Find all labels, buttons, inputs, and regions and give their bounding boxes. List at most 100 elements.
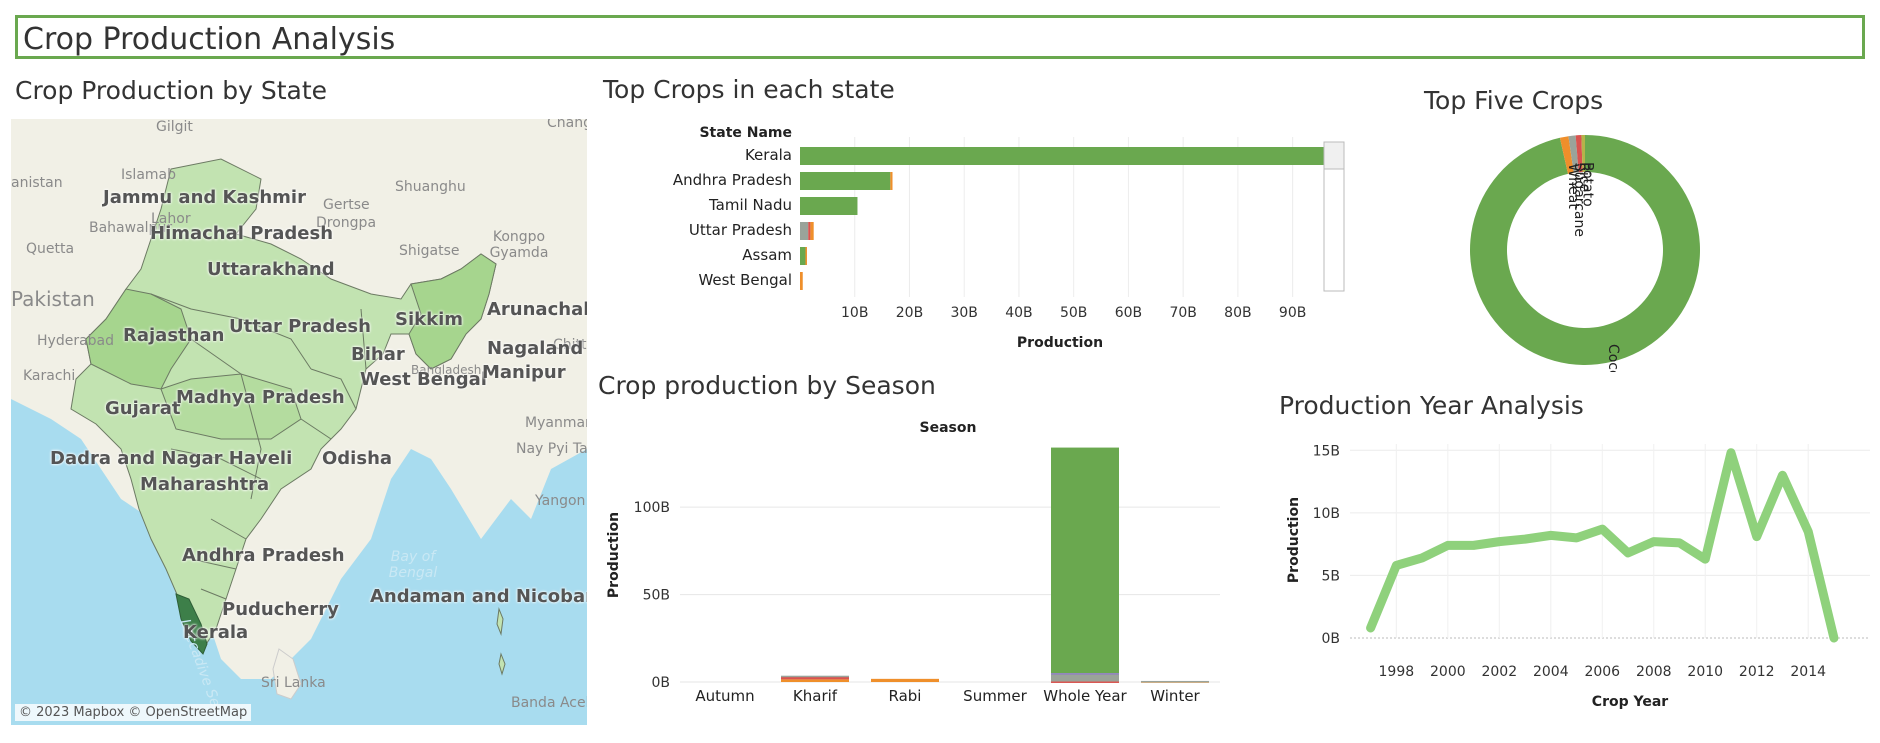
x-tick-label: 70B xyxy=(1169,305,1196,321)
top-crops-bars[interactable] xyxy=(800,147,1324,290)
map-canvas[interactable] xyxy=(11,119,587,725)
season-grid xyxy=(680,506,1220,683)
state-label: Jammu and Kashmir xyxy=(103,187,306,208)
year-point[interactable] xyxy=(1524,538,1527,541)
category-label: Tamil Nadu xyxy=(708,196,792,214)
year-points[interactable] xyxy=(1369,451,1835,639)
year-point[interactable] xyxy=(1369,626,1372,629)
y-tick-label: 0B xyxy=(1321,631,1340,647)
state-map[interactable]: Gilgit Chang Islamab Shuanghu anistan La… xyxy=(11,119,587,725)
state-label: Nagaland xyxy=(487,338,584,359)
bar-segment[interactable] xyxy=(1141,680,1209,683)
year-point[interactable] xyxy=(1652,540,1655,543)
state-kerala[interactable] xyxy=(175,593,208,655)
bar-segment[interactable] xyxy=(781,675,849,678)
state-label: Odisha xyxy=(322,448,393,469)
donut-slice[interactable] xyxy=(1568,135,1579,173)
year-point[interactable] xyxy=(1472,544,1475,547)
category-label: Rabi xyxy=(889,687,922,705)
bar-segment[interactable] xyxy=(800,147,1324,165)
year-point[interactable] xyxy=(1755,535,1758,538)
category-label: Kharif xyxy=(793,687,838,705)
season-bars[interactable] xyxy=(781,447,1209,683)
map-bg-label: Quetta xyxy=(26,241,75,257)
year-point[interactable] xyxy=(1678,541,1681,544)
bar-segment[interactable] xyxy=(800,247,806,265)
year-point[interactable] xyxy=(1601,528,1604,531)
year-point[interactable] xyxy=(1729,451,1732,454)
bar-segment[interactable] xyxy=(808,222,811,240)
x-tick-label: 2006 xyxy=(1584,664,1620,680)
donut-label: Potato xyxy=(1580,162,1596,207)
year-point[interactable] xyxy=(1704,558,1707,561)
year-chart[interactable]: 0B 5B 10B 15B 1998 2000 2002 2004 2006 2008 2010 20… xyxy=(1280,430,1880,720)
bar-segment[interactable] xyxy=(810,222,814,240)
donut-label: Rice xyxy=(1576,162,1592,192)
andaman-islands xyxy=(496,607,506,676)
x-tick-label: 2000 xyxy=(1430,664,1466,680)
bar-segment[interactable] xyxy=(805,247,807,265)
year-point[interactable] xyxy=(1627,551,1630,554)
bar-segment[interactable] xyxy=(1051,447,1119,674)
x-tick-label: 50B xyxy=(1060,305,1087,321)
bar-segment[interactable] xyxy=(781,676,849,680)
bar-segment[interactable] xyxy=(781,679,849,682)
state-label: Rajasthan xyxy=(123,325,225,346)
year-point[interactable] xyxy=(1832,637,1835,639)
donut-label: Sugarcane xyxy=(1571,163,1587,237)
top-crops-chart[interactable]: State Name Kerala Andhra Pradesh Tamil Nad… xyxy=(600,115,1360,365)
map-bg-label: Myanmar xyxy=(525,415,587,431)
map-bg-label: Bangladesh xyxy=(411,363,482,377)
bar-segment[interactable] xyxy=(890,172,893,190)
top-five-title: Top Five Crops xyxy=(1424,86,1604,115)
state-label: Manipur xyxy=(482,362,566,383)
state-label: Bihar xyxy=(351,344,405,365)
year-point[interactable] xyxy=(1395,564,1398,567)
x-tick-label: 80B xyxy=(1224,305,1251,321)
bar-segment[interactable] xyxy=(800,197,858,215)
year-point[interactable] xyxy=(1781,474,1784,477)
bar-segment[interactable] xyxy=(800,172,891,190)
state-label: Arunachal Prad xyxy=(487,299,587,320)
x-tick-label: 20B xyxy=(896,305,923,321)
season-chart[interactable]: Season 0B 50B 100B Autumn Kharif Rabi Summer W… xyxy=(598,410,1238,720)
category-label: Winter xyxy=(1150,687,1200,705)
year-point[interactable] xyxy=(1446,544,1449,547)
donut-slice[interactable] xyxy=(1559,136,1574,174)
year-point[interactable] xyxy=(1549,534,1552,537)
top-crops-scroll-thumb[interactable] xyxy=(1323,141,1345,170)
top-crops-title: Top Crops in each state xyxy=(603,75,895,104)
x-tick-label: 2004 xyxy=(1533,664,1569,680)
year-point[interactable] xyxy=(1807,530,1810,533)
bar-segment[interactable] xyxy=(1051,673,1119,675)
state-northeast-region[interactable] xyxy=(408,253,497,370)
bar-segment[interactable] xyxy=(800,222,809,240)
x-tick-label: 2014 xyxy=(1790,664,1826,680)
state-borders xyxy=(150,293,367,600)
map-bg-label: Banda Aceh xyxy=(511,695,587,711)
top-crops-header: State Name xyxy=(699,125,792,141)
map-bg-label: Karachi xyxy=(23,368,76,384)
dashboard-title-box: Crop Production Analysis xyxy=(15,15,1865,59)
y-tick-label: 50B xyxy=(643,588,670,604)
donut-slice[interactable] xyxy=(1470,135,1700,365)
bar-segment[interactable] xyxy=(871,678,939,682)
x-tick-label: 2002 xyxy=(1481,664,1517,680)
year-point[interactable] xyxy=(1421,556,1424,559)
category-label: Assam xyxy=(742,246,792,264)
year-grid xyxy=(1350,444,1870,639)
donut-slice[interactable] xyxy=(1575,135,1583,173)
donut-slices[interactable] xyxy=(1470,135,1700,365)
bar-segment[interactable] xyxy=(1051,674,1119,682)
year-point[interactable] xyxy=(1575,536,1578,539)
donut-label: Coconut xyxy=(1605,344,1621,372)
year-point[interactable] xyxy=(1498,540,1501,543)
x-tick-label: 1998 xyxy=(1379,664,1415,680)
donut-slice[interactable] xyxy=(1581,135,1585,173)
bar-segment[interactable] xyxy=(1051,681,1119,683)
season-ylabel: Production xyxy=(606,512,622,598)
bar-segment[interactable] xyxy=(800,272,803,290)
category-label: Summer xyxy=(963,687,1027,705)
state-label: Kerala xyxy=(183,622,249,643)
